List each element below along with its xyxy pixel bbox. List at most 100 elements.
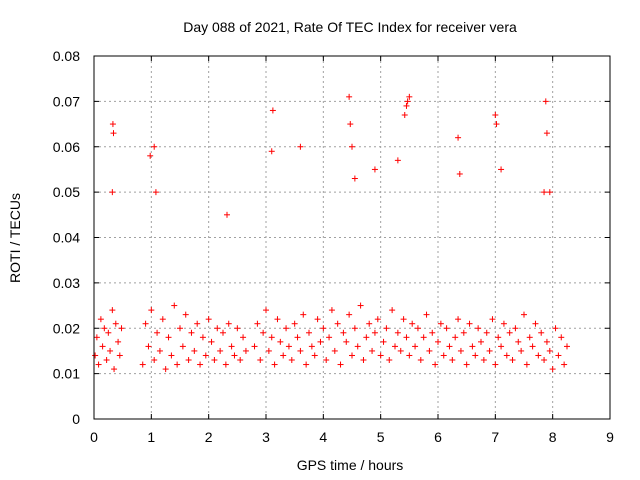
data-point — [460, 329, 467, 336]
data-point — [118, 325, 125, 332]
x-tick-label: 2 — [205, 429, 213, 445]
data-point — [269, 107, 276, 114]
data-point — [326, 334, 333, 341]
data-point — [420, 334, 427, 341]
data-point — [283, 325, 290, 332]
y-tick-label: 0.08 — [53, 48, 80, 64]
data-point — [337, 361, 344, 368]
plot-frame — [93, 55, 611, 420]
data-point — [208, 338, 215, 345]
y-tick-label: 0.04 — [53, 230, 80, 246]
data-point — [97, 316, 104, 323]
data-point — [191, 347, 198, 354]
data-point — [521, 311, 527, 318]
data-point — [188, 329, 195, 336]
x-tick-label: 8 — [549, 429, 557, 445]
data-point — [503, 352, 510, 359]
data-point — [371, 329, 378, 336]
data-point — [314, 316, 321, 323]
data-point — [546, 189, 553, 196]
x-tick-label: 9 — [606, 429, 614, 445]
data-point — [449, 357, 456, 364]
data-point — [500, 320, 507, 327]
data-point — [478, 338, 484, 345]
data-point — [389, 307, 396, 314]
data-point — [109, 307, 116, 314]
data-point — [257, 357, 264, 364]
data-point — [154, 329, 161, 336]
data-point — [374, 316, 381, 323]
data-point — [480, 357, 487, 364]
data-point — [506, 329, 513, 336]
data-point — [268, 334, 275, 341]
data-point — [334, 320, 341, 327]
data-point — [409, 320, 416, 327]
x-tick-label: 6 — [434, 429, 442, 445]
y-tick-label: 0.02 — [53, 320, 80, 336]
x-tick-label: 1 — [147, 429, 155, 445]
chart-title: Day 088 of 2021, Rate Of TEC Index for r… — [183, 19, 517, 35]
data-point — [394, 329, 401, 336]
data-point — [377, 352, 384, 359]
x-axis-label: GPS time / hours — [297, 457, 404, 473]
data-point — [151, 143, 158, 150]
data-point — [151, 357, 158, 364]
data-point — [228, 343, 235, 350]
data-point — [429, 329, 436, 336]
y-axis: 0 0.01 0.02 0.03 0.04 0.05 0.06 0.07 0.08 — [53, 48, 610, 427]
data-point — [242, 347, 249, 354]
data-point — [343, 338, 350, 345]
data-point — [472, 352, 479, 359]
data-point — [263, 307, 269, 314]
data-point — [549, 366, 556, 373]
data-point — [109, 121, 116, 128]
data-point — [456, 170, 463, 177]
data-point — [512, 325, 519, 332]
data-point — [145, 343, 152, 350]
data-point — [406, 93, 413, 100]
y-axis-label: ROTI / TECUs — [7, 193, 23, 283]
data-point — [116, 352, 123, 359]
data-point — [529, 343, 536, 350]
data-point — [558, 334, 565, 341]
data-point — [432, 361, 439, 368]
data-point — [457, 347, 464, 354]
data-point — [288, 357, 295, 364]
data-point — [392, 343, 398, 350]
data-point — [354, 343, 361, 350]
data-point — [463, 361, 470, 368]
data-point — [486, 347, 493, 354]
data-point — [346, 93, 353, 100]
data-point — [532, 320, 539, 327]
data-point — [291, 320, 298, 327]
data-point — [397, 347, 404, 354]
data-point — [222, 361, 229, 368]
data-point — [109, 189, 116, 196]
data-point — [112, 320, 119, 327]
data-point — [254, 320, 261, 327]
data-point — [492, 361, 499, 368]
data-point — [280, 352, 287, 359]
data-points — [92, 93, 570, 373]
data-point — [346, 311, 353, 318]
data-point — [99, 343, 106, 350]
data-point — [383, 325, 390, 332]
data-point — [564, 343, 570, 350]
data-point — [406, 352, 413, 359]
data-point — [202, 352, 209, 359]
data-point — [351, 325, 358, 332]
data-point — [542, 98, 549, 105]
data-point — [268, 148, 275, 155]
data-point — [105, 329, 112, 336]
data-point — [194, 320, 201, 327]
data-point — [306, 329, 312, 336]
data-point — [371, 166, 378, 173]
data-point — [217, 347, 224, 354]
data-point — [211, 357, 218, 364]
data-point — [349, 143, 355, 150]
x-tick-label: 5 — [377, 429, 385, 445]
data-point — [224, 211, 231, 218]
data-point — [541, 189, 548, 196]
data-point — [159, 316, 166, 323]
